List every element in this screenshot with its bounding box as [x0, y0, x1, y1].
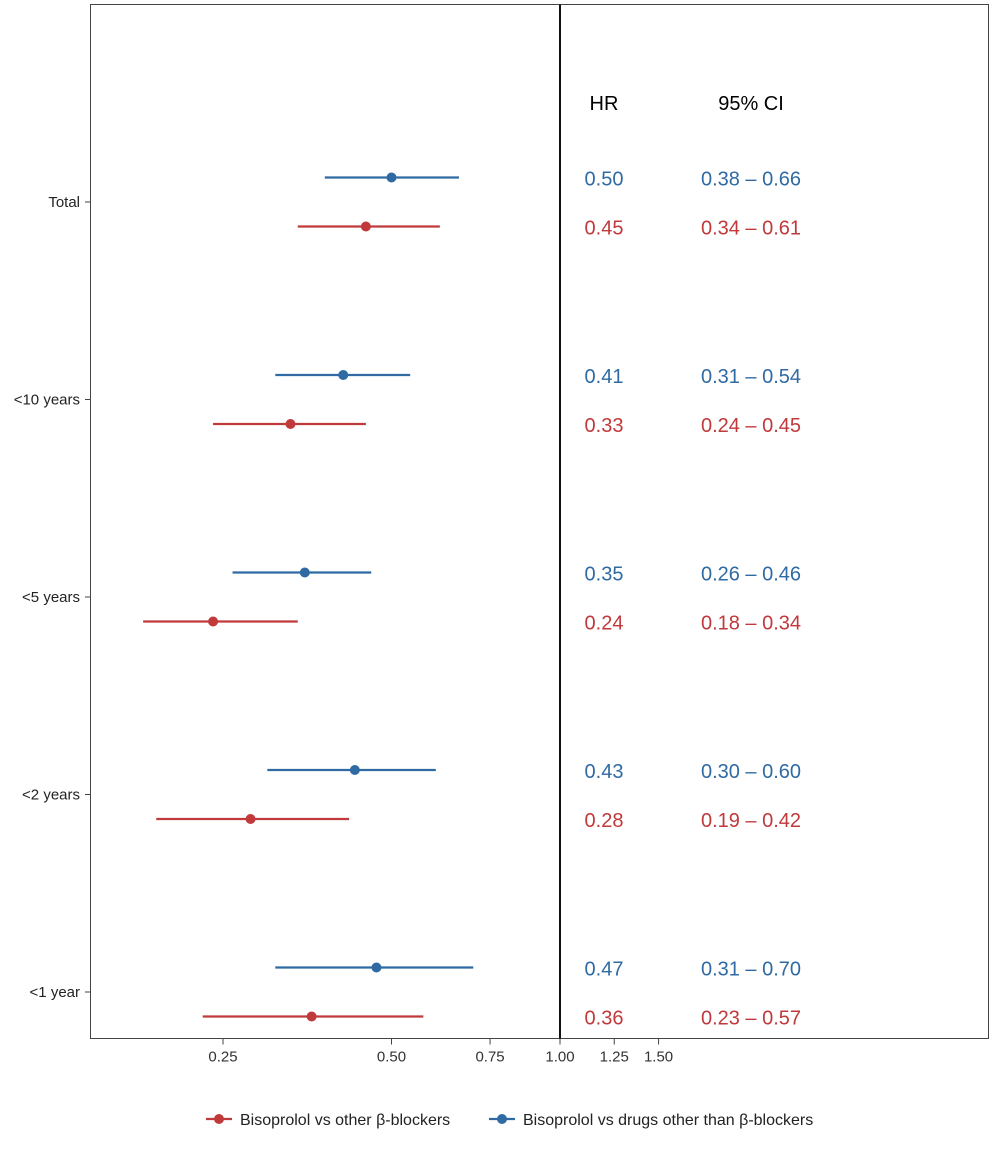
group-0: Total 0.50 0.38 – 0.66 0.45 0.34 – 0.61	[48, 169, 801, 240]
x-axis: 0.25 0.50 0.75 1.00 1.25 1.50	[208, 1038, 673, 1066]
legend: Bisoprolol vs other β-blockers Bisoprolol…	[206, 1112, 813, 1129]
x-tick-label: 0.25	[208, 1049, 237, 1066]
legend-marker	[214, 1114, 224, 1124]
red-hr-value: 0.33	[585, 415, 624, 437]
legend-item-red: Bisoprolol vs other β-blockers	[206, 1112, 450, 1129]
groups-layer: Total 0.50 0.38 – 0.66 0.45 0.34 – 0.61 <10 y…	[14, 169, 801, 1030]
blue-hr-value: 0.41	[585, 366, 624, 388]
blue-hr-value: 0.50	[585, 169, 624, 191]
red-hr-point	[360, 221, 371, 232]
blue-hr-value: 0.43	[585, 761, 624, 783]
red-hr-value: 0.36	[585, 1008, 624, 1030]
blue-hr-value: 0.47	[585, 959, 624, 981]
x-tick-label: 0.50	[377, 1049, 406, 1066]
group-label: <5 years	[22, 589, 80, 606]
blue-hr-point	[349, 765, 360, 775]
plot-panel	[90, 4, 989, 1039]
x-tick-label: 0.75	[475, 1049, 504, 1066]
legend-label: Bisoprolol vs drugs other than β-blocker…	[523, 1112, 813, 1129]
red-hr-point	[208, 616, 219, 627]
group-3: <2 years 0.43 0.30 – 0.60 0.28 0.19 – 0.42	[22, 761, 801, 832]
legend-marker	[497, 1114, 507, 1124]
red-ci-value: 0.19 – 0.42	[701, 810, 801, 832]
red-ci-value: 0.18 – 0.34	[701, 613, 801, 635]
blue-hr-value: 0.35	[585, 564, 624, 586]
red-hr-value: 0.28	[585, 810, 624, 832]
blue-hr-point	[299, 567, 310, 578]
red-ci-value: 0.34 – 0.61	[701, 218, 801, 240]
red-hr-point	[285, 419, 296, 429]
blue-ci-value: 0.38 – 0.66	[701, 169, 801, 191]
ci-column-header: 95% CI	[718, 93, 784, 115]
red-hr-value: 0.45	[585, 218, 624, 240]
group-label: Total	[48, 194, 80, 211]
legend-label: Bisoprolol vs other β-blockers	[240, 1112, 450, 1129]
red-hr-point	[306, 1011, 317, 1022]
hr-column-header: HR	[590, 93, 619, 115]
blue-ci-value: 0.31 – 0.54	[701, 366, 801, 388]
group-4: <1 year 0.47 0.31 – 0.70 0.36 0.23 – 0.57	[30, 959, 802, 1030]
legend-item-blue: Bisoprolol vs drugs other than β-blocker…	[489, 1112, 813, 1129]
group-1: <10 years 0.41 0.31 – 0.54 0.33 0.24 – 0.45	[14, 366, 801, 437]
red-ci-value: 0.24 – 0.45	[701, 415, 801, 437]
blue-ci-value: 0.26 – 0.46	[701, 564, 801, 586]
blue-ci-value: 0.31 – 0.70	[701, 959, 801, 981]
red-hr-value: 0.24	[585, 613, 624, 635]
x-tick-label: 1.50	[644, 1049, 673, 1066]
blue-hr-point	[371, 962, 382, 973]
group-label: <1 year	[30, 984, 80, 1001]
x-tick-label: 1.25	[600, 1049, 629, 1066]
group-label: <10 years	[14, 392, 80, 409]
group-label: <2 years	[22, 787, 80, 804]
blue-hr-point	[338, 370, 349, 380]
red-hr-point	[245, 814, 256, 824]
x-tick-label: 1.00	[545, 1049, 574, 1066]
group-2: <5 years 0.35 0.26 – 0.46 0.24 0.18 – 0.34	[22, 564, 801, 635]
blue-ci-value: 0.30 – 0.60	[701, 761, 801, 783]
red-ci-value: 0.23 – 0.57	[701, 1008, 801, 1030]
blue-hr-point	[386, 172, 397, 183]
